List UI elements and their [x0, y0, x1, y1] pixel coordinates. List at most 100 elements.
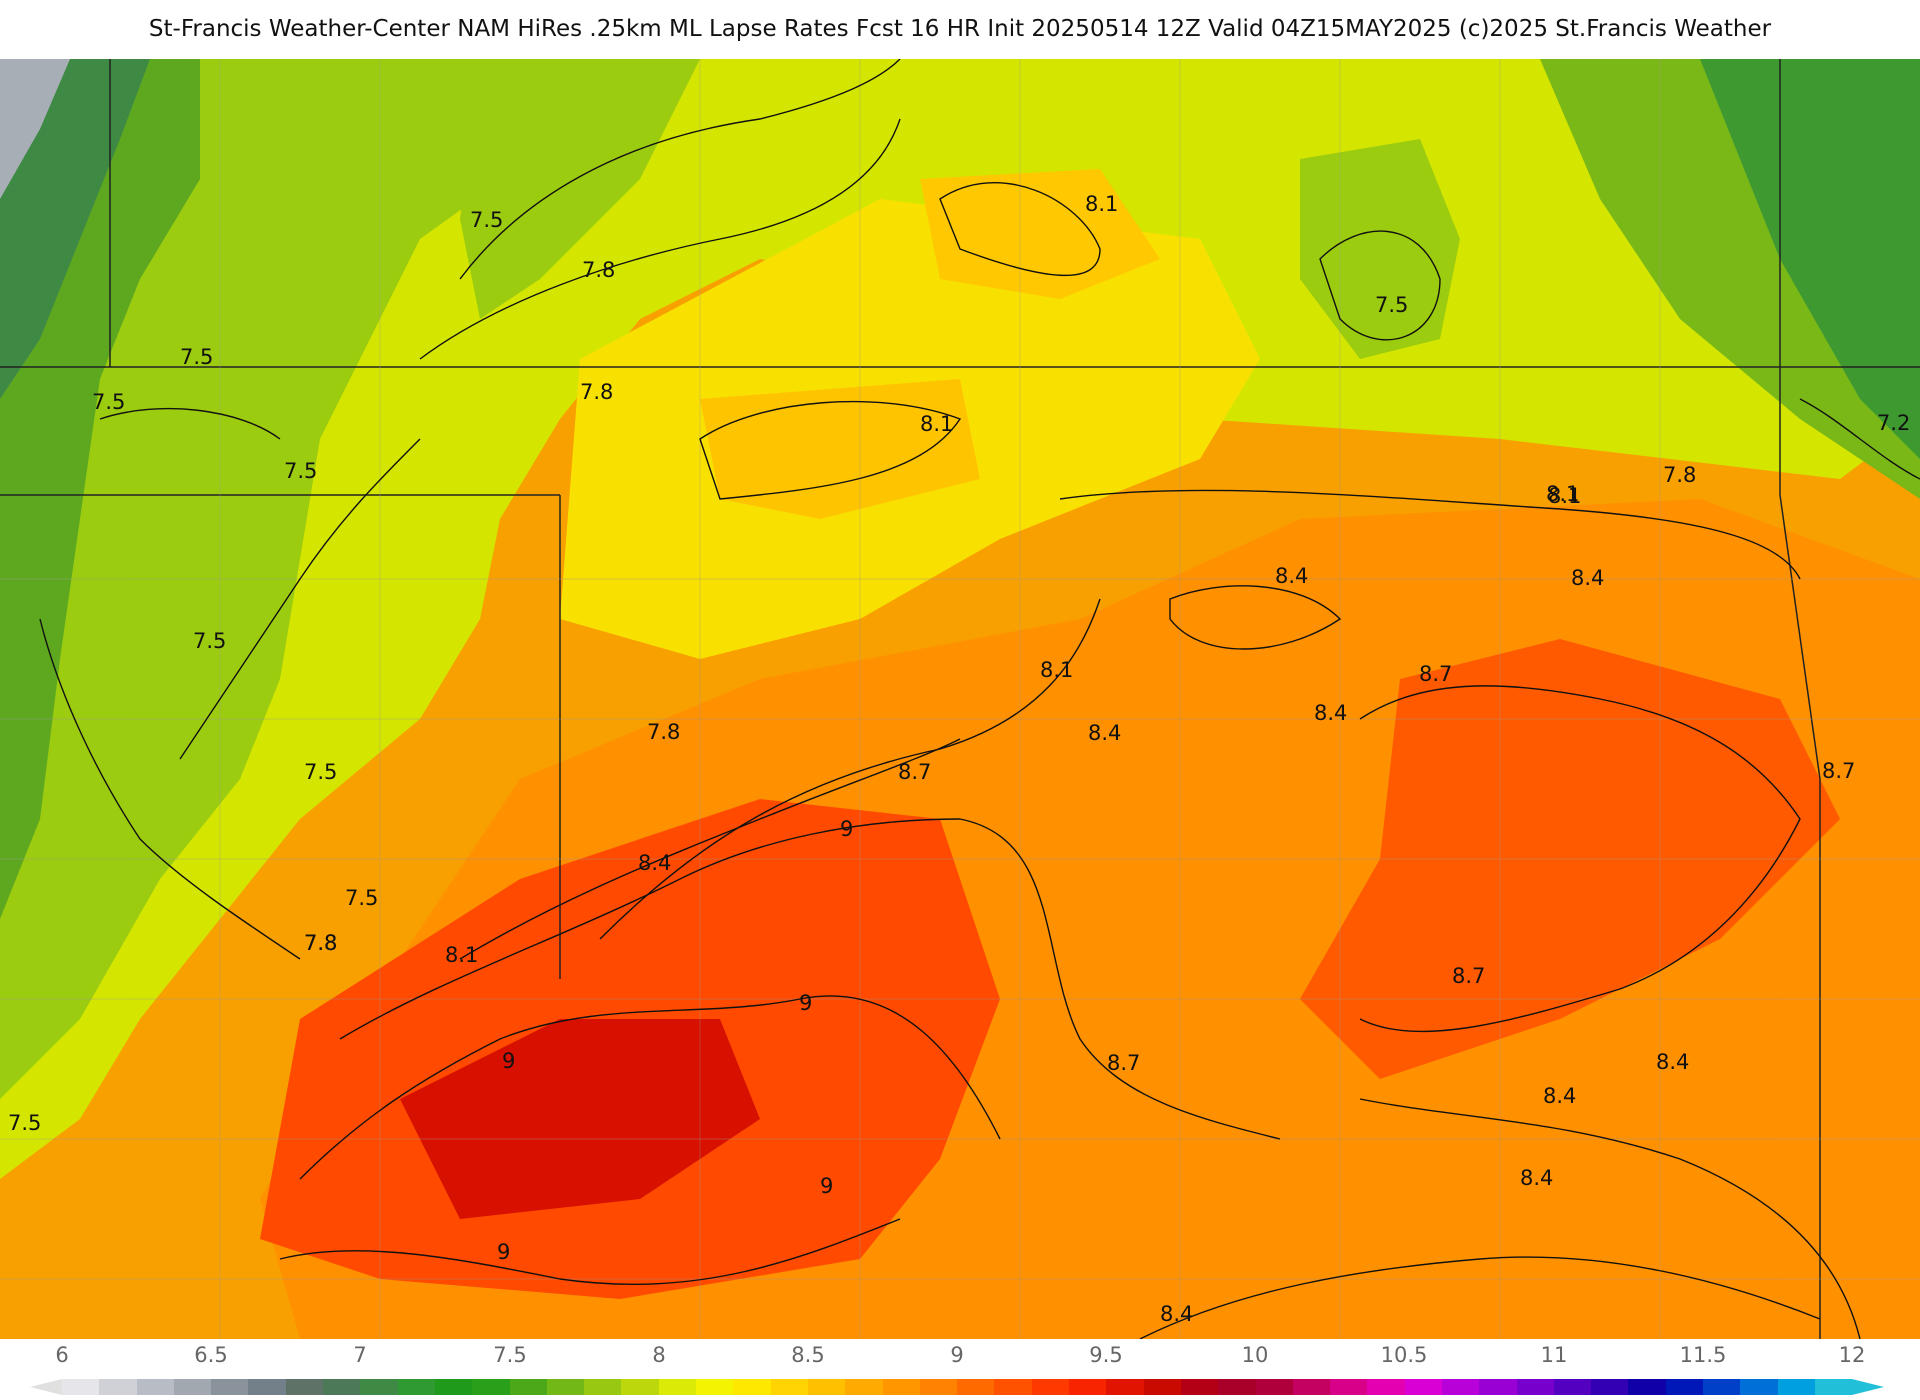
colorbar-swatch — [472, 1379, 510, 1395]
field-gold-north — [920, 169, 1160, 299]
contour-label: 8.4 — [1088, 721, 1121, 745]
colorbar-swatch — [770, 1379, 808, 1395]
colorbar-tick-label: 10 — [1241, 1343, 1269, 1367]
field-gold-central — [700, 379, 980, 519]
contour-label: 8.1 — [1085, 192, 1118, 216]
colorbar-swatch — [323, 1379, 361, 1395]
colorbar-swatch — [1479, 1379, 1517, 1395]
contour-label: 7.5 — [180, 345, 213, 369]
colorbar-swatch — [1106, 1379, 1144, 1395]
colorbar-swatch — [1441, 1379, 1480, 1395]
colorbar-swatch — [1703, 1379, 1741, 1395]
colorbar-tick-label: 7.5 — [493, 1343, 527, 1367]
colorbar-tick-label: 11.5 — [1679, 1343, 1727, 1367]
colorbar-swatch — [845, 1379, 883, 1395]
field-dark-green-ne — [1700, 59, 1920, 459]
colorbar-swatch — [1665, 1379, 1704, 1395]
contour-label: 8.1 — [1040, 658, 1073, 682]
colorbar-min-arrow — [30, 1379, 62, 1395]
colorbar-tick-label: 9.5 — [1089, 1343, 1123, 1367]
contour-label: 8.4 — [1314, 701, 1347, 725]
contour-label: 8.1 — [1546, 482, 1579, 506]
contour-label: 8.4 — [1543, 1084, 1576, 1108]
colorbar-swatch — [136, 1379, 174, 1395]
contour-label: 7.8 — [580, 380, 613, 404]
colorbar-tick-label: 12 — [1838, 1343, 1866, 1367]
contour-label: 8.4 — [1571, 566, 1604, 590]
contour-label: 9 — [840, 817, 853, 841]
contour-lines — [39, 59, 1920, 1339]
colorbar-swatch — [546, 1379, 585, 1395]
colorbar-swatch — [434, 1379, 473, 1395]
lapse-rate-map[interactable]: 7.5 7.8 8.1 7.5 7.5 7.8 8.1 7.5 7.5 7.8 … — [0, 59, 1920, 1339]
contour-label: 8.7 — [1419, 662, 1452, 686]
colorbar: 6 6.5 7 7.5 8 8.5 9 9.5 10 10.5 11 11.5 … — [0, 1339, 1920, 1400]
colorbar-tick-label: 11 — [1540, 1343, 1568, 1367]
chart-title: St-Francis Weather-Center NAM HiRes .25k… — [148, 16, 1772, 42]
contour-label: 8.4 — [1160, 1302, 1193, 1326]
colorbar-tick-label: 6.5 — [194, 1343, 228, 1367]
contour-label: 7.8 — [304, 931, 337, 955]
colorbar-swatch — [658, 1379, 697, 1395]
colorbar-gradient — [62, 1379, 1853, 1395]
contour-label: 7.8 — [304, 931, 337, 955]
colorbar-swatch — [1553, 1379, 1592, 1395]
contour-label: 8.4 — [1520, 1166, 1553, 1190]
contour-label: 7.5 — [470, 208, 503, 232]
colorbar-swatch — [397, 1379, 435, 1395]
colorbar-swatch — [1516, 1379, 1554, 1395]
colorbar-swatch — [1292, 1379, 1331, 1395]
contour-label: 9 — [799, 991, 812, 1015]
colorbar-swatch — [285, 1379, 324, 1395]
contour-labels: 7.5 7.8 8.1 7.5 7.5 7.8 8.1 7.5 7.5 7.8 … — [8, 192, 1910, 1326]
field-gray-nw — [0, 59, 70, 199]
contour-label: 7.5 — [92, 390, 125, 414]
colorbar-swatch — [1330, 1379, 1368, 1395]
contour-label: 8.7 — [1822, 759, 1855, 783]
colorbar-tick-label: 7 — [353, 1343, 367, 1367]
field-dark-red-core — [400, 1019, 760, 1219]
colorbar-swatch — [1777, 1379, 1815, 1395]
contour-label: 7.5 — [304, 760, 337, 784]
colorbar-swatch — [1591, 1379, 1629, 1395]
colorbar-swatch — [584, 1379, 622, 1395]
colorbar-swatch — [173, 1379, 212, 1395]
field-green-north — [460, 59, 700, 319]
contour-label: 8.1 — [920, 412, 953, 436]
colorbar-swatch — [1814, 1379, 1853, 1395]
colorbar-swatch — [248, 1379, 286, 1395]
colorbar-swatch — [1740, 1379, 1778, 1395]
contour-label: 9 — [497, 1240, 510, 1264]
colorbar-swatch — [696, 1379, 734, 1395]
colorbar-swatch — [1180, 1379, 1219, 1395]
contour-label: 8.4 — [638, 851, 671, 875]
contour-label: 8.7 — [898, 760, 931, 784]
colorbar-swatch — [99, 1379, 137, 1395]
contour-label: 8.4 — [1656, 1050, 1689, 1074]
map-canvas: 7.5 7.8 8.1 7.5 7.5 7.8 8.1 7.5 7.5 7.8 … — [0, 59, 1920, 1339]
colorbar-swatch — [994, 1379, 1032, 1395]
contour-label: 7.8 — [582, 258, 615, 282]
colorbar-tick-label: 8.5 — [791, 1343, 825, 1367]
contour-label: 7.8 — [647, 720, 680, 744]
colorbar-swatch — [1367, 1379, 1405, 1395]
colorbar-max-arrow — [1852, 1379, 1884, 1395]
contour-label: 7.5 — [8, 1111, 41, 1135]
contour-label: 8.4 — [1275, 564, 1308, 588]
colorbar-swatch — [1255, 1379, 1293, 1395]
contour-label: 7.8 — [1663, 463, 1696, 487]
contour-label: 7.2 — [1877, 411, 1910, 435]
contour-label: 7.5 — [1375, 293, 1408, 317]
contour-label: 7.5 — [345, 886, 378, 910]
colorbar-swatch — [882, 1379, 920, 1395]
colorbar-swatch — [509, 1379, 547, 1395]
colorbar-swatch — [1404, 1379, 1442, 1395]
colorbar-swatch — [621, 1379, 659, 1395]
state-boundaries — [0, 59, 1920, 1339]
contour-label: 8.1 — [1548, 484, 1581, 508]
colorbar-swatch — [957, 1379, 995, 1395]
colorbar-swatch — [211, 1379, 249, 1395]
colorbar-swatch — [1143, 1379, 1181, 1395]
field-dark-green-nw — [0, 59, 150, 399]
colorbar-swatch — [1031, 1379, 1070, 1395]
